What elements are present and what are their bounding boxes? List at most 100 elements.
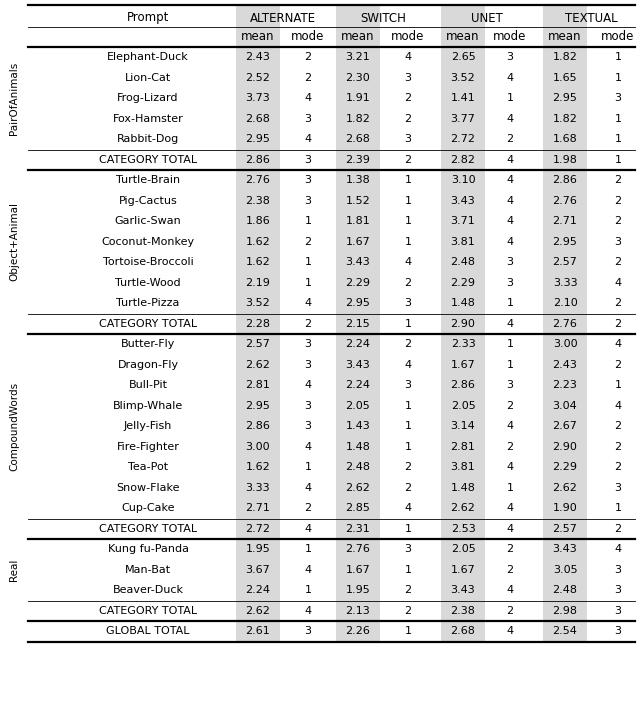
Text: 1: 1 bbox=[506, 339, 513, 349]
Bar bbox=[543, 314, 587, 334]
Text: 2: 2 bbox=[404, 93, 412, 103]
Text: 1: 1 bbox=[614, 380, 621, 391]
Bar bbox=[336, 518, 380, 539]
Text: 2.61: 2.61 bbox=[246, 627, 270, 636]
Text: Butter-Fly: Butter-Fly bbox=[121, 339, 175, 349]
Bar bbox=[336, 88, 380, 108]
Text: Turtle-Wood: Turtle-Wood bbox=[115, 278, 181, 287]
Bar bbox=[336, 396, 380, 416]
Text: 2: 2 bbox=[506, 605, 513, 616]
Bar bbox=[441, 150, 485, 170]
Text: 1: 1 bbox=[404, 175, 412, 185]
Text: mean: mean bbox=[241, 30, 275, 43]
Bar bbox=[543, 129, 587, 150]
Text: 4: 4 bbox=[305, 298, 312, 309]
Text: 3: 3 bbox=[614, 605, 621, 616]
Text: CATEGORY TOTAL: CATEGORY TOTAL bbox=[99, 523, 197, 534]
Text: Cup-Cake: Cup-Cake bbox=[121, 503, 175, 513]
Bar bbox=[336, 232, 380, 252]
Text: 1: 1 bbox=[305, 462, 312, 472]
Text: 2.86: 2.86 bbox=[552, 175, 577, 185]
Text: Real: Real bbox=[9, 558, 19, 581]
Text: 3: 3 bbox=[305, 175, 312, 185]
Text: Snow-Flake: Snow-Flake bbox=[116, 483, 180, 493]
Text: 2.76: 2.76 bbox=[552, 319, 577, 329]
Text: 4: 4 bbox=[506, 503, 513, 513]
Bar bbox=[543, 396, 587, 416]
Bar bbox=[543, 170, 587, 190]
Text: 4: 4 bbox=[305, 380, 312, 391]
Bar bbox=[236, 252, 280, 272]
Bar bbox=[236, 518, 280, 539]
Text: 3.33: 3.33 bbox=[246, 483, 270, 493]
Bar bbox=[236, 88, 280, 108]
Text: 2.48: 2.48 bbox=[346, 462, 371, 472]
Text: 2: 2 bbox=[614, 175, 621, 185]
Bar bbox=[441, 108, 485, 129]
Text: 2.95: 2.95 bbox=[552, 237, 577, 247]
Bar bbox=[336, 129, 380, 150]
Text: 2.62: 2.62 bbox=[246, 360, 271, 370]
Text: 1: 1 bbox=[305, 278, 312, 287]
Text: 3.81: 3.81 bbox=[451, 462, 476, 472]
Bar bbox=[336, 190, 380, 211]
Bar bbox=[441, 580, 485, 600]
Text: 1: 1 bbox=[614, 134, 621, 144]
Text: Fire-Fighter: Fire-Fighter bbox=[116, 441, 179, 452]
Bar bbox=[336, 334, 380, 354]
Text: 1.91: 1.91 bbox=[346, 93, 371, 103]
Bar bbox=[543, 68, 587, 88]
Bar bbox=[543, 47, 587, 68]
Bar bbox=[336, 211, 380, 232]
Bar bbox=[441, 396, 485, 416]
Text: 1: 1 bbox=[506, 298, 513, 309]
Text: 2.38: 2.38 bbox=[246, 196, 271, 205]
Text: 3.43: 3.43 bbox=[346, 360, 371, 370]
Text: 1.38: 1.38 bbox=[346, 175, 371, 185]
Text: 2.53: 2.53 bbox=[451, 523, 476, 534]
Text: 2.62: 2.62 bbox=[346, 483, 371, 493]
Text: 3.05: 3.05 bbox=[553, 565, 577, 575]
Text: 3: 3 bbox=[305, 401, 312, 411]
Text: 2.95: 2.95 bbox=[246, 134, 271, 144]
Text: 4: 4 bbox=[506, 319, 513, 329]
Text: 3.73: 3.73 bbox=[246, 93, 270, 103]
Bar bbox=[236, 211, 280, 232]
Text: 4: 4 bbox=[305, 134, 312, 144]
Text: 2: 2 bbox=[614, 196, 621, 205]
Text: 2.43: 2.43 bbox=[552, 360, 577, 370]
Text: 2.90: 2.90 bbox=[451, 319, 476, 329]
Text: TEXTUAL: TEXTUAL bbox=[565, 12, 618, 25]
Text: 2.48: 2.48 bbox=[451, 257, 476, 267]
Text: 1.90: 1.90 bbox=[552, 503, 577, 513]
Text: 2.86: 2.86 bbox=[246, 155, 271, 165]
Bar bbox=[543, 416, 587, 436]
Text: 2.62: 2.62 bbox=[552, 483, 577, 493]
Text: 2.76: 2.76 bbox=[246, 175, 271, 185]
Text: 2.72: 2.72 bbox=[451, 134, 476, 144]
Text: 2.24: 2.24 bbox=[346, 380, 371, 391]
Bar bbox=[236, 314, 280, 334]
Text: 1.43: 1.43 bbox=[346, 421, 371, 431]
Text: 1.82: 1.82 bbox=[552, 114, 577, 123]
Text: 1: 1 bbox=[404, 565, 412, 575]
Text: 2.57: 2.57 bbox=[552, 523, 577, 534]
Text: 2.13: 2.13 bbox=[346, 605, 371, 616]
Bar bbox=[336, 478, 380, 498]
Bar bbox=[441, 436, 485, 457]
Text: CompoundWords: CompoundWords bbox=[9, 382, 19, 471]
Text: 2: 2 bbox=[305, 237, 312, 247]
Text: Fox-Hamster: Fox-Hamster bbox=[113, 114, 184, 123]
Text: 3: 3 bbox=[506, 257, 513, 267]
Text: 2.90: 2.90 bbox=[552, 441, 577, 452]
Text: 4: 4 bbox=[305, 523, 312, 534]
Bar bbox=[441, 170, 485, 190]
Text: 2.57: 2.57 bbox=[246, 339, 271, 349]
Text: 2.19: 2.19 bbox=[246, 278, 271, 287]
Text: 3: 3 bbox=[506, 380, 513, 391]
Text: 2.33: 2.33 bbox=[451, 339, 476, 349]
Text: UNET: UNET bbox=[470, 12, 502, 25]
Text: 3: 3 bbox=[404, 73, 412, 83]
Text: 2.52: 2.52 bbox=[246, 73, 271, 83]
Bar bbox=[236, 580, 280, 600]
